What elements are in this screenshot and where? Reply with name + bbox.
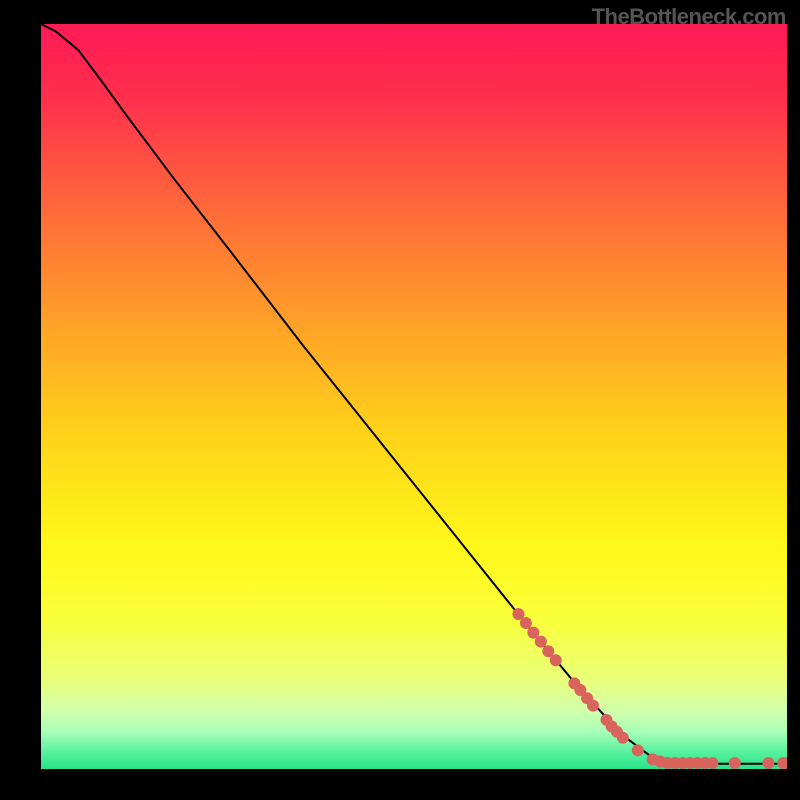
scatter-point <box>762 757 774 769</box>
scatter-point <box>535 636 547 648</box>
scatter-point <box>587 700 599 712</box>
scatter-point <box>632 744 644 756</box>
chart-overlay <box>41 24 787 769</box>
scatter-point <box>706 757 718 769</box>
scatter-point <box>550 654 562 666</box>
bottleneck-curve <box>41 24 787 764</box>
scatter-point <box>520 617 532 629</box>
scatter-point <box>617 732 629 744</box>
chart-plot-area <box>41 24 787 769</box>
watermark-text: TheBottleneck.com <box>592 4 786 30</box>
scatter-point <box>729 757 741 769</box>
scatter-points <box>512 608 787 769</box>
